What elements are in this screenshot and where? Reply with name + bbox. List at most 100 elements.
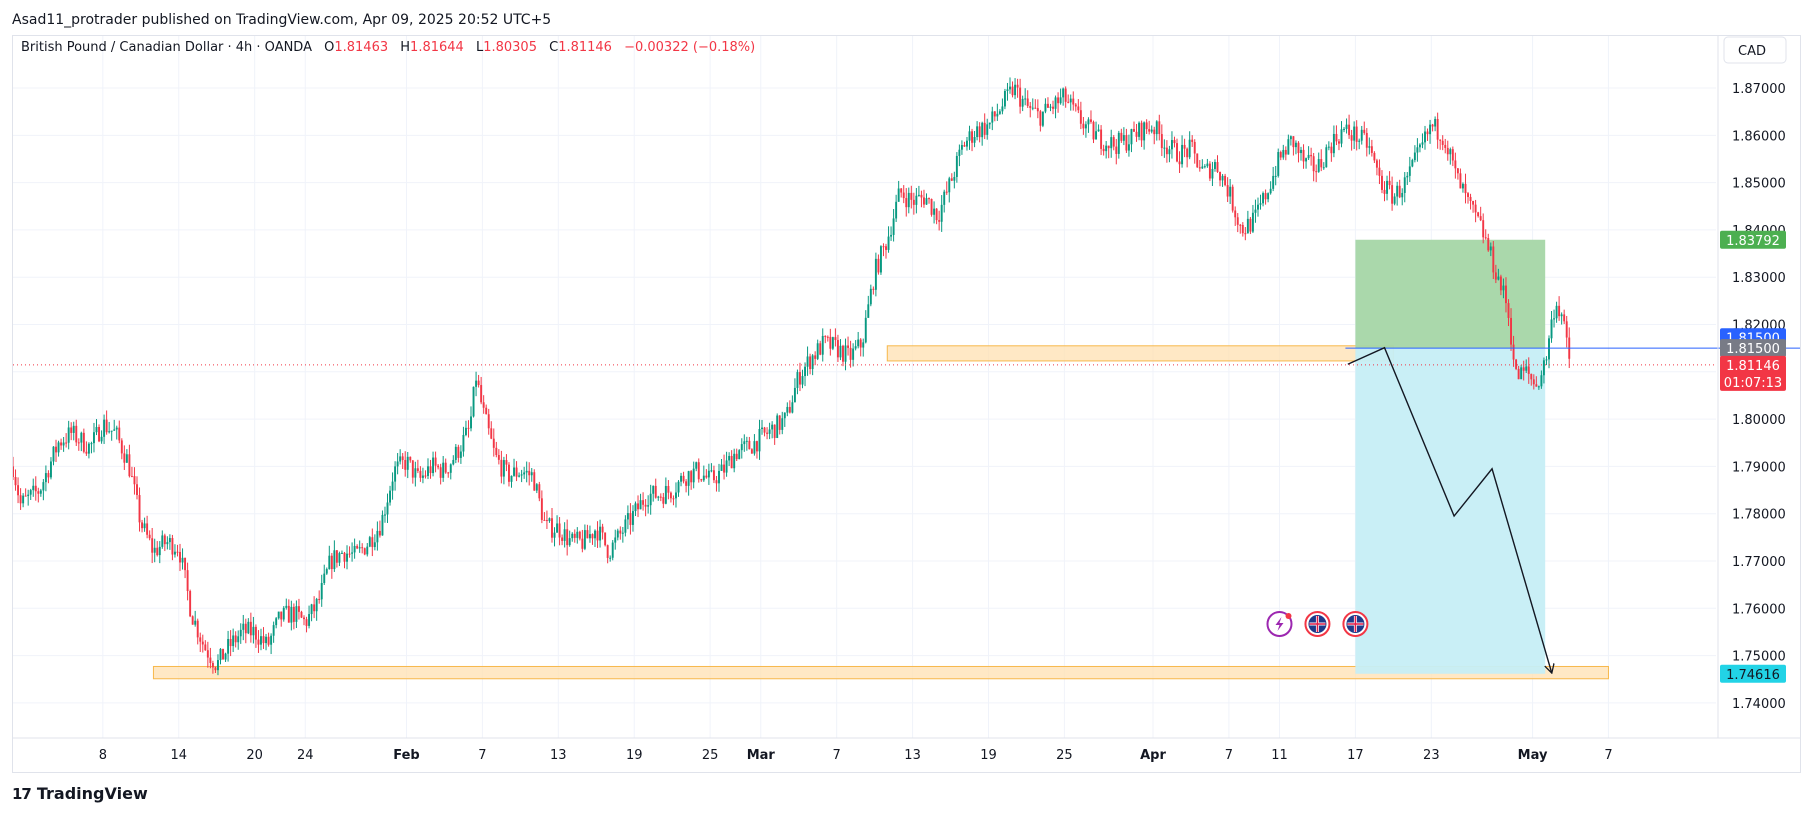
candle-body [290,606,293,623]
x-tick-label: 13 [904,748,921,763]
lightning-glyph [1275,617,1284,631]
candle-body [882,246,885,248]
tradingview-branding[interactable]: 17 TradingView [12,784,148,803]
candle-body [1472,201,1475,205]
candle-body [1181,144,1184,165]
y-tick-label: 1.75000 [1732,650,1786,665]
candle-body [1231,186,1234,211]
candle-body [173,551,176,555]
candle-body [960,145,963,150]
candle-body [1170,140,1173,150]
candle-body [1332,133,1335,154]
candle-body [49,461,52,478]
candle-body [1239,224,1242,226]
risk-zone[interactable] [1355,239,1546,349]
stop-price-label-bg [1720,230,1786,249]
candle-body [1201,166,1204,169]
candle-body [1193,141,1196,154]
candle-body [821,335,824,355]
candle-body [943,191,946,205]
lightning-icon[interactable] [1266,611,1293,637]
candle-body [1373,152,1376,161]
chart-frame[interactable]: 1.870001.860001.850001.840001.830001.820… [12,35,1801,773]
candle-body [513,467,515,476]
candlestick-chart[interactable]: 1.870001.860001.850001.840001.830001.820… [13,36,1800,772]
candle-body [662,497,665,504]
x-tick-label: 19 [626,748,643,763]
candle-body [576,531,579,538]
candle-body [958,149,961,156]
uk-flag-icon[interactable] [1304,611,1331,637]
candle-body [502,460,505,477]
candle-body [90,443,93,445]
candle-body [424,475,427,477]
event-icons[interactable] [1266,611,1369,637]
candle-body [877,258,880,273]
candle-body [1009,86,1011,90]
candle-body [313,604,316,612]
candle-body [1413,152,1416,161]
candle-body [1451,149,1454,161]
candle-body [1363,129,1366,133]
candle-body [254,626,257,640]
candle-body [449,464,452,473]
candle-body [1381,175,1383,190]
candle-body [343,552,346,562]
currency-button[interactable]: CAD [1723,36,1787,64]
candle-body [227,639,230,654]
candle-body [292,606,295,622]
candle-body [573,533,576,538]
candle-body [540,498,543,520]
candle-body [788,406,791,413]
candle-body [335,550,338,563]
candle-body [128,454,131,477]
candle-body [907,192,910,208]
candle-body [437,465,440,468]
candle-body [606,545,609,558]
candle-body [105,419,108,433]
candle-body [376,530,379,543]
candle-body [859,339,862,348]
candle-body [1292,136,1295,148]
candle-body [495,447,498,456]
candle-body [1530,373,1533,380]
candle-body [1148,129,1151,132]
uk-flag-icon[interactable] [1342,611,1369,637]
legend-open: 1.81463 [334,40,388,55]
projection-polyline[interactable] [1347,346,1552,672]
short-position-tool[interactable] [1355,239,1546,674]
y-tick-label: 1.79000 [1732,460,1786,475]
candle-body [1355,126,1358,142]
candle-body [508,464,510,482]
candle-body [1251,212,1254,232]
candle-body [1138,122,1141,137]
candle-body [621,532,624,534]
x-tick-label: 7 [1604,748,1612,763]
reward-zone[interactable] [1355,348,1546,674]
x-tick-label: 19 [980,748,997,763]
candle-body [55,446,57,453]
candle-body [852,348,855,360]
candle-body [609,557,612,559]
candle-body [497,455,500,460]
candle-body [1176,143,1178,162]
candle-body [1391,185,1394,204]
candle-body [1021,98,1024,107]
candle-body [1406,175,1409,178]
candle-body [530,472,533,476]
candle-body [411,460,414,478]
candle-body [616,530,619,538]
candle-body [791,402,794,413]
projection-path[interactable] [1347,346,1552,672]
candle-body [545,520,548,522]
candle-body [363,548,366,555]
candle-body [804,366,806,377]
candle-body [189,591,192,617]
candle-body [525,470,528,473]
candle-body [409,456,412,461]
candle-body [158,546,161,556]
candle-body [1418,144,1421,148]
candle-body [1026,98,1029,106]
candle-body [143,523,146,529]
candle-body [214,667,217,671]
